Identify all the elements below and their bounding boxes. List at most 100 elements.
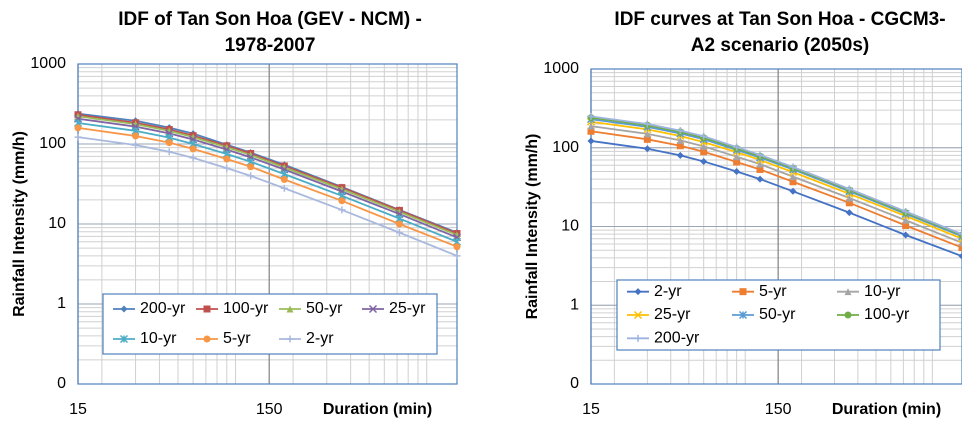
legend-label: 25-yr [389,300,426,317]
series-line [590,120,962,240]
marker [132,141,140,149]
marker [789,163,797,171]
marker [756,165,764,173]
series-line [77,136,458,257]
legend-label: 10-yr [140,330,177,347]
marker [902,231,910,239]
legend-box [616,279,941,351]
series-line [77,115,458,236]
marker [643,120,651,128]
y-tick-label: 1 [570,296,579,313]
series-line [77,113,458,235]
marker [700,142,708,150]
y-tick-label: 100 [552,139,579,156]
series-line [590,140,962,258]
marker [189,154,197,162]
marker [132,132,140,140]
marker [738,310,748,320]
marker [676,136,684,144]
marker [902,221,910,229]
series-line [590,130,962,249]
legend-label: 200-yr [654,330,700,347]
marker [733,167,741,175]
y-axis-label: Rainfall Intensity (mm/h) [524,134,541,320]
marker [634,288,642,296]
marker [634,334,642,342]
chart-title: IDF curves at Tan Son Hoa - CGCM3- [614,9,945,30]
marker [633,310,643,320]
marker [165,139,173,147]
marker [958,244,962,252]
plot-border [77,63,458,385]
marker [700,157,708,165]
marker [643,130,651,138]
marker [958,239,962,247]
marker [733,158,741,166]
y-tick-label: 10 [561,218,579,235]
chart-title: A2 scenario (2050s) [691,35,870,56]
marker [189,145,197,153]
marker [844,311,852,319]
x-axis-label: Duration (min) [323,401,432,418]
marker [395,220,403,228]
marker [395,229,403,237]
marker [74,133,82,141]
legend-label: 5-yr [223,330,251,347]
plot-border [590,68,962,385]
marker [74,124,82,132]
legend-label: 25-yr [654,306,691,323]
marker [587,112,595,120]
y-tick-label: 1000 [543,60,579,77]
marker [247,163,255,171]
marker [789,178,797,186]
marker [845,199,853,207]
legend-label: 200-yr [140,300,186,317]
legend-label: 50-yr [306,300,343,317]
marker [280,184,288,192]
x-tick-label: 15 [69,401,87,418]
legend-label: 100-yr [864,306,910,323]
marker [902,208,910,216]
marker [756,160,764,168]
marker [643,135,651,143]
legend-label: 5-yr [759,283,787,300]
legend-label: 2-yr [654,283,682,300]
x-tick-label: 150 [765,401,792,418]
series-line [590,116,962,236]
marker [286,335,294,343]
series-line [590,125,962,244]
marker [958,252,962,260]
marker [756,151,764,159]
marker [676,151,684,159]
series-line [590,115,962,235]
marker [902,216,910,224]
y-tick-label: 1 [57,295,66,312]
marker [733,153,741,161]
marker [223,155,231,163]
marker [286,305,294,313]
legend-box [102,293,438,355]
marker [845,194,853,202]
marker [453,243,461,251]
y-tick-label: 100 [39,135,66,152]
marker [739,288,747,296]
marker [119,334,129,344]
marker [203,335,211,343]
legend-label: 2-yr [306,330,334,347]
marker [587,137,595,145]
legend-label: 50-yr [759,306,796,323]
marker [700,148,708,156]
marker [676,127,684,135]
x-tick-label: 15 [582,401,600,418]
marker [958,230,962,238]
marker [203,305,211,313]
y-tick-label: 0 [57,375,66,392]
marker [338,197,346,205]
marker [733,143,741,151]
marker [789,173,797,181]
marker [74,112,82,120]
x-tick-label: 150 [256,401,283,418]
marker [165,148,173,156]
y-axis-label: Rainfall Intensity (mm/h) [11,131,28,317]
